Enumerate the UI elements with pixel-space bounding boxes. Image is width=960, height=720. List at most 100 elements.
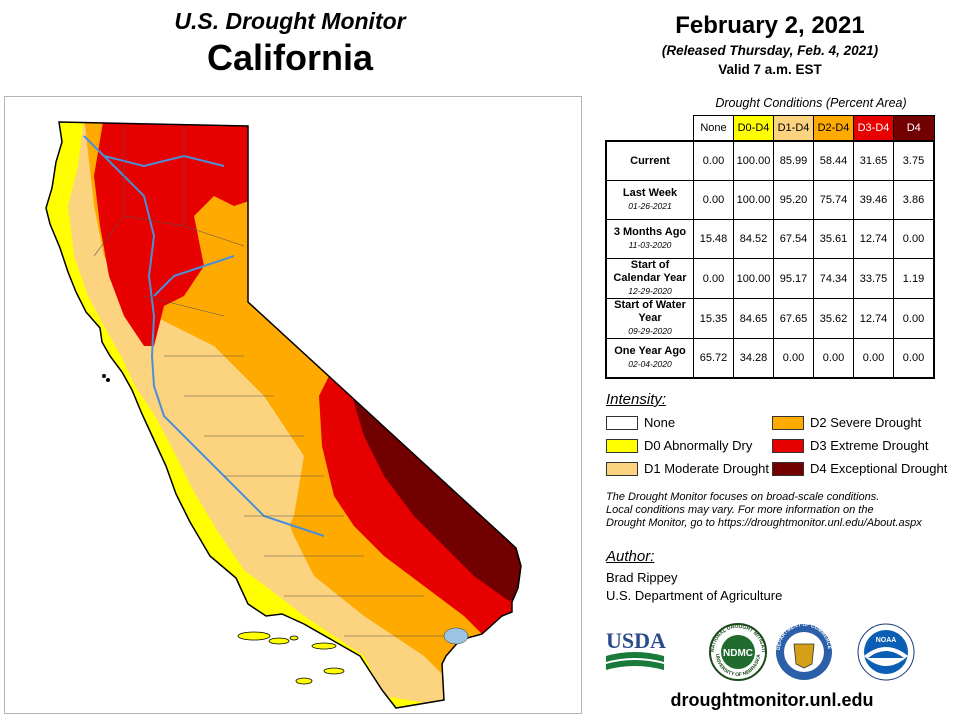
map-date: February 2, 2021: [675, 12, 865, 39]
legend-label: D3 Extreme Drought: [810, 438, 929, 453]
table-row: Current 0.00 100.00 85.99 58.44 31.65 3.75: [605, 140, 935, 181]
table-cell: 100.00: [733, 180, 774, 220]
row-label: One Year Ago 02-04-2020: [605, 338, 694, 379]
note-line: Drought Monitor, go to https://droughtmo…: [606, 517, 922, 529]
table-cell: 84.65: [733, 298, 774, 339]
legend-label: D0 Abnormally Dry: [644, 438, 753, 453]
legend-swatch: [772, 438, 804, 453]
table-row: One Year Ago 02-04-2020 65.72 34.28 0.00 0.00…: [605, 338, 935, 379]
island: [323, 667, 345, 675]
map-frame: [4, 96, 582, 714]
table-cell: 12.74: [853, 219, 894, 259]
island: [237, 631, 271, 641]
row-date: 12-29-2020: [628, 286, 672, 296]
col-header: D3-D4: [853, 115, 894, 142]
table-cell: 0.00: [893, 298, 935, 339]
row-label-text: Start of Calendar Year: [613, 259, 687, 284]
table-cell: 35.62: [813, 298, 854, 339]
island: [106, 378, 110, 382]
release-date: (Released Thursday, Feb. 4, 2021): [661, 43, 879, 58]
table-row: 3 Months Ago 11-03-2020 15.48 84.52 67.54 35.…: [605, 219, 935, 259]
legend-item-d1: D1 Moderate Drought: [606, 461, 769, 476]
date-block: February 2, 2021 (Released Thursday, Feb…: [600, 12, 940, 77]
legend-swatch: [606, 461, 638, 476]
table-cell: 34.28: [733, 338, 774, 379]
table-cell: 15.35: [693, 298, 734, 339]
col-header: D2-D4: [813, 115, 854, 142]
row-date: 01-26-2021: [628, 201, 672, 211]
noaa-logo-text: NOAA: [876, 637, 897, 644]
legend-label: None: [644, 415, 676, 430]
row-label: Start of Calendar Year 12-29-2020: [605, 258, 694, 299]
island: [102, 374, 106, 378]
legend-item-none: None: [606, 415, 675, 430]
table-row: Start of Calendar Year 12-29-2020 0.00 100.…: [605, 258, 935, 299]
row-label: Last Week 01-26-2021: [605, 180, 694, 220]
table-cell: 0.00: [813, 338, 854, 379]
legend-label: D4 Exceptional Drought: [810, 461, 948, 476]
table-cell: 0.00: [893, 219, 935, 259]
row-label: Start of Water Year 09-29-2020: [605, 298, 694, 339]
legend-swatch: [606, 415, 638, 430]
row-date: 09-29-2020: [628, 326, 672, 336]
ndmc-logo-text: NDMC: [723, 648, 753, 659]
table-cell: 95.17: [773, 258, 814, 299]
legend-swatch: [772, 461, 804, 476]
table-cell: 67.65: [773, 298, 814, 339]
table-cell: 0.00: [773, 338, 814, 379]
island: [268, 637, 290, 645]
legend-swatch: [606, 438, 638, 453]
row-label-text: Current: [630, 154, 670, 167]
county-lines: [93, 126, 444, 637]
table-cell: 84.52: [733, 219, 774, 259]
col-header: D0-D4: [733, 115, 774, 142]
valid-time: Valid 7 a.m. EST: [718, 62, 822, 77]
legend-swatch: [772, 415, 804, 430]
row-date: 11-03-2020: [628, 240, 672, 250]
california-drought-map: [45, 121, 522, 709]
row-label: Current: [605, 140, 694, 181]
legend-label: D1 Moderate Drought: [644, 461, 770, 476]
usda-logo-text: USDA: [606, 628, 666, 653]
table-cell: 67.54: [773, 219, 814, 259]
table-cell: 31.65: [853, 140, 894, 181]
legend-item-d3: D3 Extreme Drought: [772, 438, 929, 453]
row-label: 3 Months Ago 11-03-2020: [605, 219, 694, 259]
d3-north-region: [94, 122, 264, 346]
table-cell: 0.00: [893, 338, 935, 379]
site-url[interactable]: droughtmonitor.unl.edu: [670, 690, 874, 710]
salton-sea: [443, 627, 469, 645]
table-cell: 33.75: [853, 258, 894, 299]
commerce-logo-icon: DEPARTMENT OF COMMERCE: [776, 622, 832, 680]
table-header-row: None D0-D4 D1-D4 D2-D4 D3-D4 D4: [606, 115, 935, 142]
legend-item-d2: D2 Severe Drought: [772, 415, 921, 430]
table-cell: 3.86: [893, 180, 935, 220]
d4-region: [349, 386, 521, 601]
row-date: 02-04-2020: [628, 359, 672, 369]
table-cell: 85.99: [773, 140, 814, 181]
disclaimer-note: The Drought Monitor focuses on broad-sca…: [606, 491, 956, 530]
table-cell: 74.34: [813, 258, 854, 299]
map-title: U.S. Drought Monitor California: [120, 8, 460, 79]
legend-item-d0: D0 Abnormally Dry: [606, 438, 752, 453]
title-line1: U.S. Drought Monitor: [174, 8, 406, 34]
river-line: [83, 135, 325, 537]
note-line: The Drought Monitor focuses on broad-sca…: [606, 491, 880, 503]
row-label-text: Last Week: [622, 187, 678, 199]
table-cell: 100.00: [733, 258, 774, 299]
table-cell: 12.74: [853, 298, 894, 339]
table-cell: 95.20: [773, 180, 814, 220]
table-cell: 15.48: [693, 219, 734, 259]
author-name: Brad Rippey: [606, 570, 678, 585]
table-corner: [606, 116, 694, 142]
table-cell: 0.00: [693, 258, 734, 299]
row-label-text: 3 Months Ago: [613, 226, 687, 238]
island: [295, 677, 313, 685]
col-header: D1-D4: [773, 115, 814, 142]
table-cell: 0.00: [853, 338, 894, 379]
table-cell: 3.75: [893, 140, 935, 181]
author-heading: Author:: [606, 548, 655, 565]
noaa-logo-icon: NOAA: [857, 623, 915, 681]
author-org: U.S. Department of Agriculture: [606, 588, 783, 603]
table-cell: 75.74: [813, 180, 854, 220]
